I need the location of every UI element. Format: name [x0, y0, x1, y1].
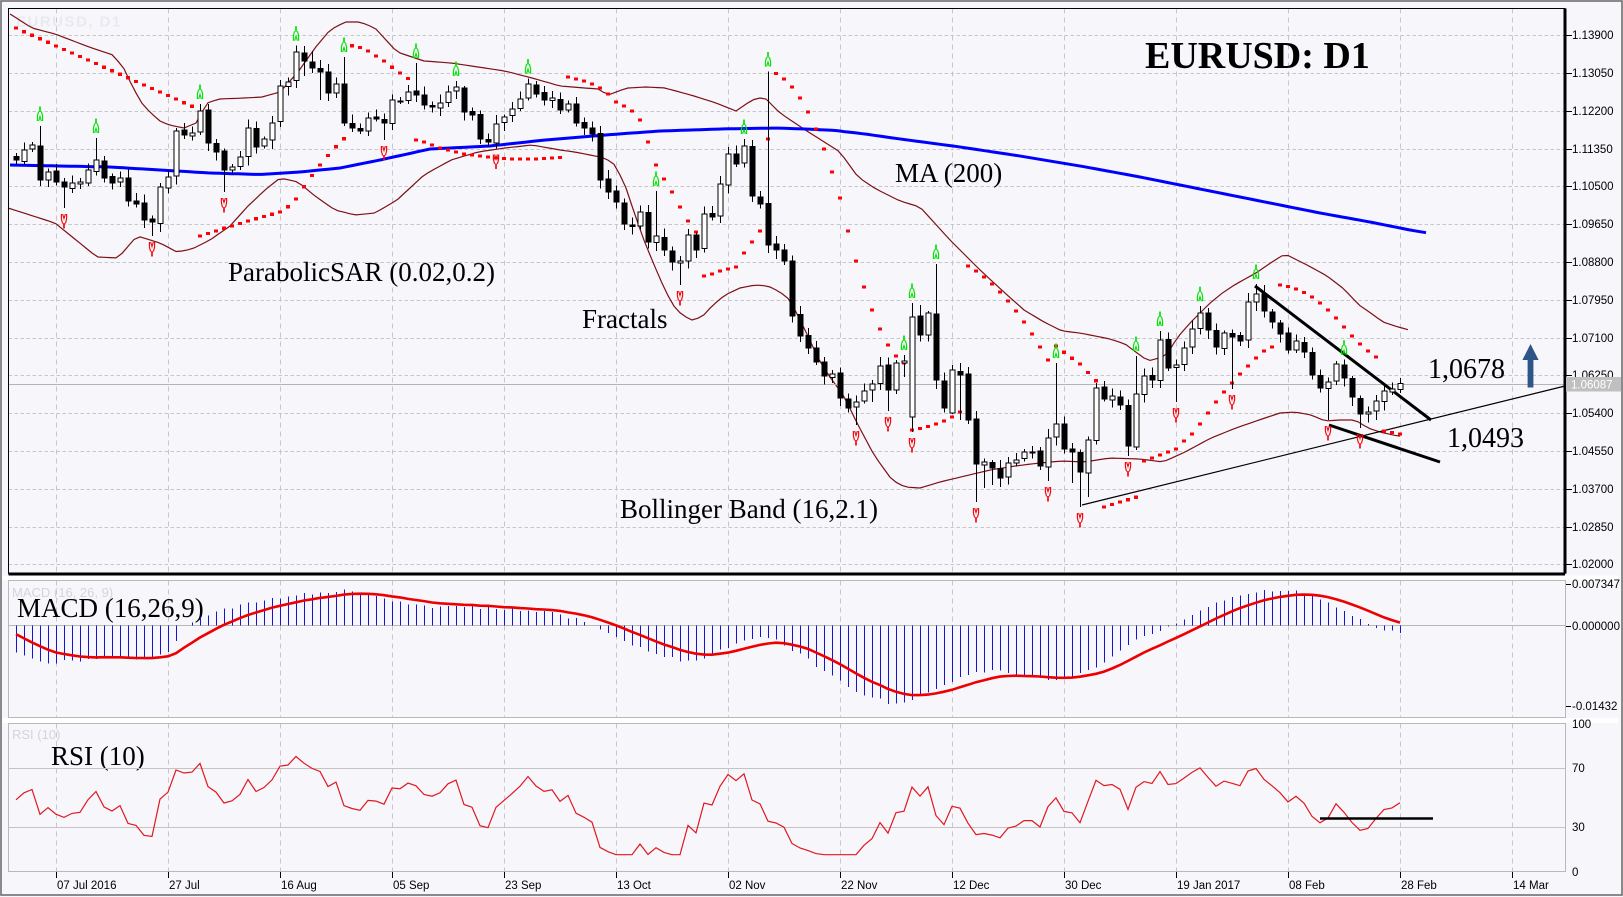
svg-text:RSI (10): RSI (10) [12, 727, 60, 742]
svg-text:14 Mar: 14 Mar [1513, 880, 1549, 892]
svg-text:07 Jul 2016: 07 Jul 2016 [57, 880, 116, 892]
svg-text:1.13050: 1.13050 [1572, 68, 1614, 80]
svg-text:30: 30 [1572, 822, 1585, 834]
svg-text:27 Jul: 27 Jul [169, 880, 200, 892]
svg-text:1.06087: 1.06087 [1571, 380, 1613, 392]
svg-text:Fractals: Fractals [582, 304, 667, 334]
svg-text:0.007347: 0.007347 [1572, 579, 1620, 591]
svg-text:05 Sep: 05 Sep [393, 880, 429, 892]
svg-text:0.000000: 0.000000 [1572, 621, 1620, 633]
svg-text:1.08800: 1.08800 [1572, 257, 1614, 269]
svg-text:28 Feb: 28 Feb [1401, 880, 1437, 892]
svg-text:1.07950: 1.07950 [1572, 295, 1614, 307]
svg-text:1.05400: 1.05400 [1572, 408, 1614, 420]
svg-text:1.09650: 1.09650 [1572, 219, 1614, 231]
svg-text:EURUSD: D1: EURUSD: D1 [1145, 35, 1370, 77]
svg-text:Bollinger Band (16,2.1): Bollinger Band (16,2.1) [620, 494, 878, 524]
svg-text:1.04550: 1.04550 [1572, 446, 1614, 458]
svg-text:19 Jan 2017: 19 Jan 2017 [1177, 880, 1240, 892]
svg-text:30 Dec: 30 Dec [1065, 880, 1102, 892]
svg-text:1.12200: 1.12200 [1572, 106, 1614, 118]
svg-text:1.02850: 1.02850 [1572, 522, 1614, 534]
svg-text:22 Nov: 22 Nov [841, 880, 878, 892]
svg-text:12 Dec: 12 Dec [953, 880, 990, 892]
svg-text:1.02000: 1.02000 [1572, 559, 1614, 571]
svg-text:-0.01432: -0.01432 [1572, 701, 1617, 713]
svg-text:EURUSD, D1: EURUSD, D1 [16, 14, 122, 31]
svg-text:1.10500: 1.10500 [1572, 181, 1614, 193]
svg-text:1.13900: 1.13900 [1572, 30, 1614, 42]
svg-text:1,0678: 1,0678 [1428, 354, 1505, 385]
svg-text:08 Feb: 08 Feb [1289, 880, 1325, 892]
svg-text:16 Aug: 16 Aug [281, 880, 317, 892]
svg-text:1.03700: 1.03700 [1572, 484, 1614, 496]
svg-text:70: 70 [1572, 763, 1585, 775]
svg-text:13 Oct: 13 Oct [617, 880, 652, 892]
svg-text:MA (200): MA (200) [895, 158, 1002, 188]
svg-text:0: 0 [1572, 867, 1578, 879]
svg-text:100: 100 [1572, 719, 1591, 731]
svg-text:1,0493: 1,0493 [1447, 423, 1524, 454]
svg-text:1.07100: 1.07100 [1572, 333, 1614, 345]
svg-text:MACD (16, 26, 9): MACD (16, 26, 9) [12, 585, 113, 600]
svg-text:ParabolicSAR (0.02,0.2): ParabolicSAR (0.02,0.2) [228, 257, 495, 287]
svg-text:23 Sep: 23 Sep [505, 880, 541, 892]
svg-text:MACD (16,26,9): MACD (16,26,9) [17, 593, 204, 623]
svg-text:RSI (10): RSI (10) [51, 741, 145, 771]
svg-text:1.11350: 1.11350 [1572, 144, 1613, 156]
svg-text:02 Nov: 02 Nov [729, 880, 766, 892]
